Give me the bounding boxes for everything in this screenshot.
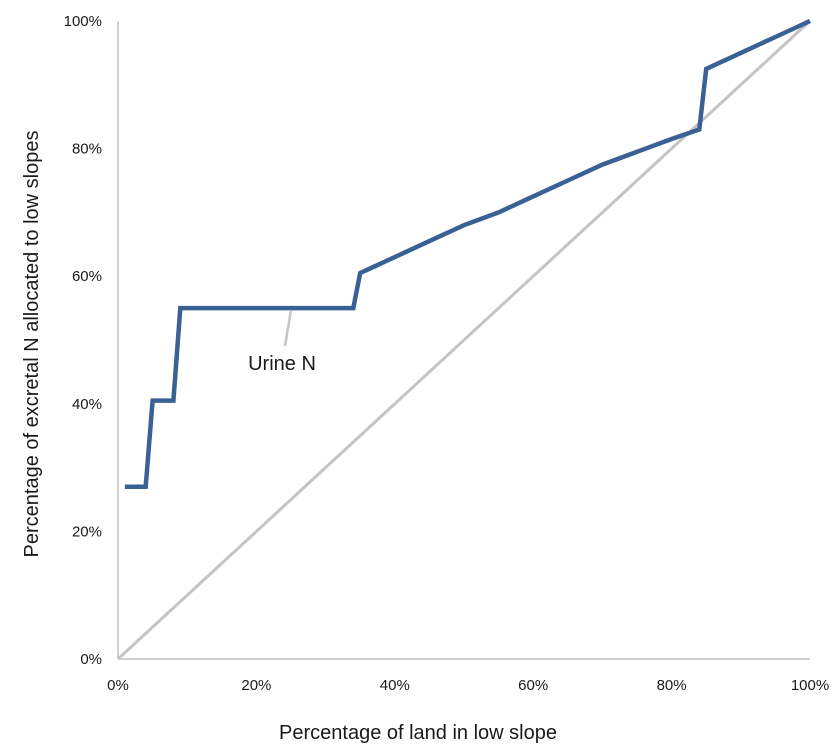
y-axis-title: Percentage of excretal N allocated to lo…	[21, 131, 43, 558]
series-group	[118, 21, 810, 659]
x-axis-title: Percentage of land in low slope	[279, 722, 557, 744]
y-tick-label: 40%	[72, 396, 102, 413]
x-tick-label: 60%	[518, 677, 548, 694]
x-tick-label: 100%	[791, 677, 829, 694]
annotations: Urine N	[248, 310, 316, 375]
y-tick-label: 100%	[64, 13, 102, 30]
annotation-label: Urine N	[248, 353, 316, 375]
y-tick-label: 20%	[72, 523, 102, 540]
y-tick-label: 0%	[80, 651, 102, 668]
x-tick-label: 20%	[241, 677, 271, 694]
y-tick-label: 80%	[72, 141, 102, 158]
reference-line	[118, 21, 810, 659]
x-tick-label: 40%	[380, 677, 410, 694]
annotation-leader-line	[285, 310, 291, 346]
series-line-urine-n	[125, 21, 810, 487]
x-tick-label: 80%	[657, 677, 687, 694]
x-tick-label: 0%	[107, 677, 129, 694]
y-tick-label: 60%	[72, 268, 102, 285]
